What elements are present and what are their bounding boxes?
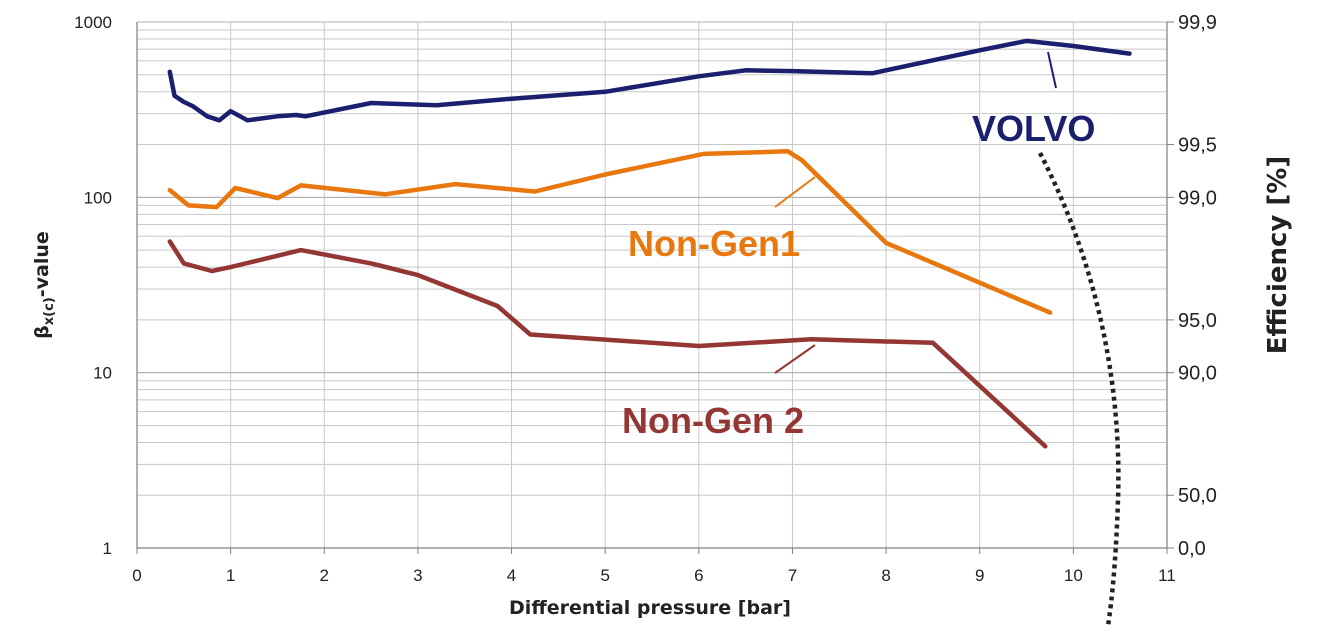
- x-tick-label: 8: [881, 566, 890, 585]
- x-tick-label: 7: [788, 566, 797, 585]
- y-tick-label: 10: [93, 364, 112, 383]
- x-tick-label: 10: [1064, 566, 1083, 585]
- series-line-non-gen-2: [167, 239, 1048, 449]
- leader-non-gen2: [774, 344, 816, 374]
- x-tick-label: 3: [413, 566, 422, 585]
- x-tick-label: 4: [507, 566, 516, 585]
- efficiency-curve: [1037, 151, 1121, 626]
- x-tick-label: 0: [132, 566, 141, 585]
- leader-volvo: [1047, 51, 1057, 89]
- label-volvo: VOLVO: [972, 108, 1095, 149]
- y2-tick-label: 50,0: [1178, 485, 1217, 507]
- y-axis-title-suffix: -value: [31, 231, 53, 297]
- leader-non-gen1: [774, 176, 816, 208]
- x-axis-title: Differential pressure [bar]: [509, 597, 791, 619]
- y2-axis-title: Efficiency [%]: [1263, 156, 1293, 354]
- y2-tick-label: 99,9: [1178, 12, 1217, 34]
- y2-tick-label: 99,5: [1178, 135, 1217, 157]
- series-lines: [167, 38, 1132, 449]
- x-tick-label: 11: [1158, 566, 1176, 585]
- y2-tick-label: 95,0: [1178, 310, 1217, 332]
- x-tick-label: 6: [694, 566, 703, 585]
- grid: [136, 21, 1168, 549]
- y-axis-title-sub: x(c): [42, 297, 57, 325]
- x-tick-label: 1: [226, 566, 235, 585]
- series-line-non-gen1: [167, 149, 1053, 315]
- y-tick-label: 1: [103, 539, 112, 558]
- label-non-gen1: Non-Gen1: [628, 223, 800, 264]
- y2-tick-label: 0,0: [1178, 538, 1206, 560]
- x-tick-label: 9: [975, 566, 984, 585]
- series-line-volvo: [167, 38, 1132, 123]
- x-tick-label: 5: [600, 566, 609, 585]
- label-non-gen2: Non-Gen 2: [622, 400, 804, 441]
- y-axis-title-main: β: [31, 325, 53, 339]
- y-tick-label: 100: [84, 188, 112, 207]
- y2-tick-label: 90,0: [1178, 363, 1217, 385]
- y2-tick-label: 99,0: [1178, 187, 1217, 209]
- axes: [136, 21, 1174, 554]
- y-tick-label: 1000: [74, 13, 112, 32]
- y-axis-title: βx(c)-value: [31, 231, 57, 339]
- x-tick-label: 2: [320, 566, 329, 585]
